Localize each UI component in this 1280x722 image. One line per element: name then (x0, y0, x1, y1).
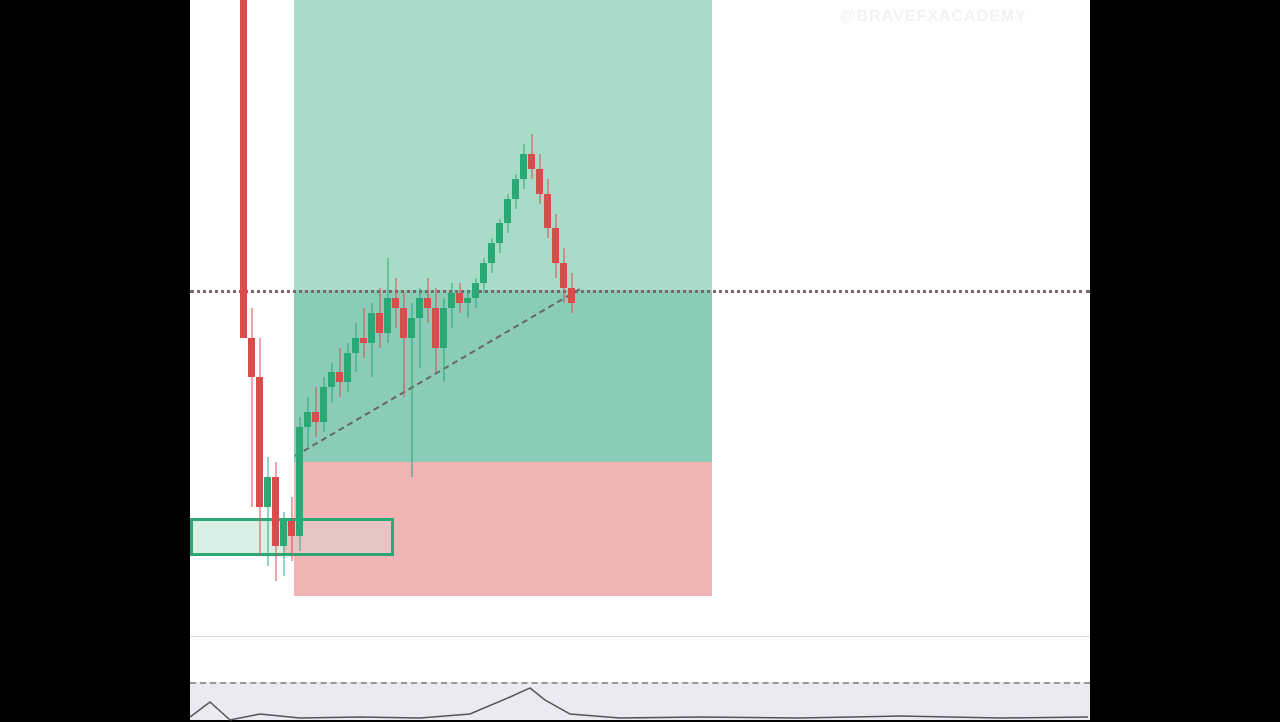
candle (256, 338, 263, 557)
chart-container[interactable]: @BRAVEFXACADEMY (190, 0, 1090, 720)
candle (448, 283, 455, 328)
candle (496, 219, 503, 254)
candle (264, 457, 271, 566)
panel-divider (190, 636, 1090, 637)
profit-zone-lower (294, 290, 712, 462)
candle (560, 248, 567, 303)
candle (272, 462, 279, 581)
candle (488, 238, 495, 273)
candle (360, 308, 367, 358)
candle (464, 290, 471, 318)
candle (328, 363, 335, 403)
candle (352, 323, 359, 373)
candle (344, 343, 351, 393)
candle (472, 278, 479, 308)
indicator-panel (190, 682, 1090, 720)
candle (240, 0, 247, 338)
candle (384, 258, 391, 342)
candle (296, 417, 303, 551)
candle (320, 377, 327, 432)
candle (568, 273, 575, 313)
candle (528, 134, 535, 179)
candle (440, 298, 447, 382)
candle (288, 497, 295, 562)
indicator-line (190, 684, 1090, 722)
candle (376, 288, 383, 348)
candle (392, 278, 399, 328)
candle (536, 154, 543, 204)
candle (336, 348, 343, 398)
candle (248, 308, 255, 507)
candle (304, 397, 311, 447)
candle (512, 174, 519, 209)
candle (416, 288, 423, 367)
candle (368, 303, 375, 378)
candle (480, 258, 487, 293)
candle (312, 387, 319, 437)
candle (424, 278, 431, 323)
candle (520, 144, 527, 189)
watermark: @BRAVEFXACADEMY (840, 8, 1027, 26)
candle (280, 512, 287, 577)
candle (544, 179, 551, 239)
candle (456, 283, 463, 313)
current-price-line (190, 290, 1090, 293)
candle (400, 293, 407, 397)
candle (504, 194, 511, 234)
candle (432, 288, 439, 372)
profit-zone-upper (294, 0, 712, 290)
candle (408, 303, 415, 477)
candle (552, 214, 559, 279)
